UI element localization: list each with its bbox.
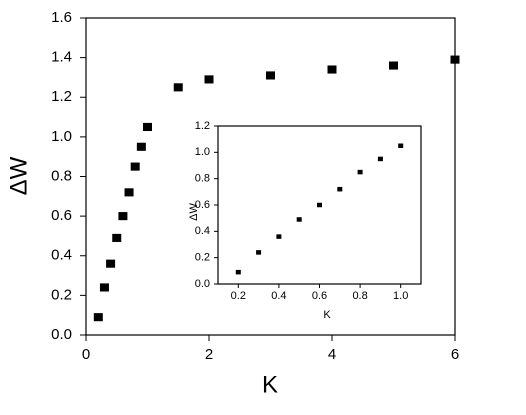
marker bbox=[276, 234, 282, 239]
y-tick-label: 1.6 bbox=[51, 9, 72, 26]
marker bbox=[136, 142, 146, 151]
y-tick-label: 1.4 bbox=[51, 49, 72, 66]
y-tick-label: 0.8 bbox=[51, 167, 72, 184]
marker bbox=[204, 75, 214, 84]
y-axis-label: ΔW bbox=[188, 203, 200, 221]
marker bbox=[130, 162, 140, 171]
y-tick-label: 1.0 bbox=[195, 146, 210, 158]
marker bbox=[99, 283, 109, 292]
marker bbox=[235, 269, 241, 275]
marker bbox=[450, 55, 460, 64]
y-tick-label: 0.0 bbox=[51, 326, 72, 343]
x-tick-label: 1.0 bbox=[393, 290, 408, 302]
y-tick-label: 0.6 bbox=[195, 199, 210, 211]
marker bbox=[143, 122, 152, 132]
y-tick-label: 0.4 bbox=[195, 225, 210, 237]
marker bbox=[357, 169, 363, 175]
marker bbox=[398, 143, 404, 148]
marker bbox=[124, 188, 134, 197]
x-axis-label: K bbox=[262, 371, 278, 398]
y-tick-label: 0.0 bbox=[195, 278, 210, 290]
x-tick-label: 0.6 bbox=[312, 290, 327, 302]
x-tick-label: 0.2 bbox=[231, 290, 246, 302]
marker bbox=[266, 71, 275, 80]
marker bbox=[256, 250, 262, 255]
marker bbox=[93, 313, 103, 322]
marker bbox=[118, 212, 128, 221]
marker bbox=[112, 233, 122, 242]
x-tick-label: 0.4 bbox=[271, 290, 286, 302]
marker bbox=[389, 61, 398, 70]
marker bbox=[327, 65, 337, 74]
y-tick-label: 0.8 bbox=[195, 173, 210, 185]
x-tick-label: 6 bbox=[451, 346, 459, 363]
y-tick-label: 1.2 bbox=[51, 88, 72, 105]
y-tick-label: 0.2 bbox=[51, 286, 72, 303]
y-axis-label: ΔW bbox=[5, 156, 32, 195]
x-tick-label: 0.8 bbox=[352, 290, 367, 302]
marker bbox=[106, 259, 116, 268]
y-tick-label: 0.4 bbox=[51, 247, 72, 264]
marker bbox=[296, 217, 302, 222]
x-tick-label: 2 bbox=[205, 346, 213, 363]
y-tick-label: 1.2 bbox=[195, 120, 210, 132]
marker bbox=[337, 186, 343, 192]
y-tick-label: 0.2 bbox=[195, 252, 210, 264]
marker bbox=[173, 83, 183, 92]
y-tick-label: 1.0 bbox=[51, 128, 72, 145]
marker bbox=[377, 156, 383, 162]
x-tick-label: 0 bbox=[82, 346, 90, 363]
x-tick-label: 4 bbox=[328, 346, 336, 363]
marker bbox=[317, 202, 322, 208]
x-axis-label: K bbox=[323, 309, 331, 321]
y-tick-label: 0.6 bbox=[51, 207, 72, 224]
